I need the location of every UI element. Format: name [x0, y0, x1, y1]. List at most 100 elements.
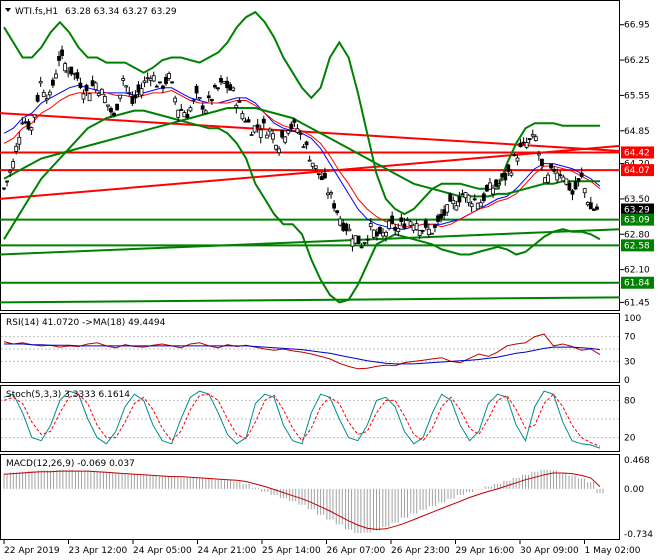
candle-body — [246, 119, 251, 123]
candle-body — [212, 85, 217, 88]
candle-body — [286, 130, 291, 134]
candle-body — [133, 94, 138, 99]
candle-body — [14, 145, 19, 152]
candle-body — [387, 220, 392, 229]
candle-body — [63, 63, 68, 72]
candle-body — [567, 182, 572, 191]
candle-body — [329, 192, 333, 195]
main-plot-layer — [0, 10, 621, 304]
price-label-text: 63.29 — [624, 206, 650, 216]
candle-body — [219, 77, 223, 83]
candle-body — [454, 205, 459, 211]
candle-body — [549, 163, 553, 169]
rsi-tick-label: 70 — [624, 333, 636, 343]
candle-body — [112, 112, 116, 116]
y-tick-label: 61.45 — [624, 298, 650, 308]
candle-body — [497, 183, 502, 186]
candle-body — [289, 123, 294, 130]
trend-line[interactable] — [0, 144, 621, 200]
candle-body — [142, 80, 147, 83]
candle-body — [136, 84, 141, 93]
candle-body — [206, 95, 211, 99]
candle-body — [515, 157, 520, 162]
candle-body — [374, 231, 379, 237]
candle-body — [170, 81, 175, 84]
candle-body — [167, 73, 171, 79]
dropdown-arrow-icon[interactable] — [5, 8, 11, 12]
candle-body — [145, 77, 150, 80]
candle-body — [591, 209, 596, 211]
candle-body — [399, 217, 404, 223]
candle-body — [491, 187, 495, 195]
candle-body — [460, 193, 465, 196]
candle-body — [41, 92, 46, 98]
candle-body — [521, 141, 526, 144]
indicator-line — [3, 109, 601, 304]
candle-body — [106, 104, 110, 107]
price-label-text: 64.42 — [624, 148, 650, 158]
candle-body — [280, 130, 285, 138]
candle-body — [543, 177, 547, 184]
candle-body — [457, 196, 462, 203]
stoch-d-line — [3, 393, 601, 447]
candle-body — [154, 85, 159, 88]
candle-body — [292, 119, 297, 123]
candle-body — [408, 221, 413, 226]
candle-body — [139, 88, 144, 96]
candle-body — [518, 142, 523, 148]
candle-body — [99, 88, 104, 96]
candle-body — [561, 176, 566, 182]
main-chart-title: WTI.fs,H1 — [15, 7, 58, 17]
x-tick-label: 24 Apr 05:00 — [133, 546, 192, 556]
price-label-text: 64.07 — [624, 166, 650, 176]
candle-body — [582, 188, 587, 194]
candle-body — [271, 133, 275, 140]
candle-body — [381, 232, 385, 237]
candle-body — [185, 113, 190, 119]
macd-panel-frame — [0, 454, 620, 540]
x-tick-label: 29 Apr 16:00 — [456, 546, 515, 556]
rsi-tick-label: 30 — [624, 357, 636, 367]
candle-body — [390, 215, 395, 224]
candle-body — [231, 87, 236, 91]
candle-body — [57, 56, 61, 61]
candle-body — [573, 181, 578, 190]
candle-body — [8, 170, 13, 173]
trend-line[interactable] — [0, 228, 621, 256]
x-tick-label: 23 Apr 12:00 — [69, 546, 128, 556]
x-tick-label: 26 Apr 07:00 — [327, 546, 386, 556]
candle-body — [313, 165, 318, 169]
candle-body — [478, 202, 483, 207]
candle-body — [485, 184, 489, 192]
candle-body — [11, 161, 16, 169]
candle-body — [176, 109, 181, 118]
candle-body — [466, 194, 471, 204]
candle-body — [161, 85, 165, 89]
y-tick-label: 62.10 — [624, 266, 650, 276]
y-tick-label: 62.80 — [624, 230, 650, 240]
candle-body — [359, 246, 364, 249]
candle-body — [442, 209, 447, 216]
candle-body — [274, 144, 278, 150]
candle-body — [558, 174, 563, 177]
candle-body — [475, 202, 480, 210]
candle-body — [448, 193, 453, 202]
candle-body — [264, 134, 269, 139]
candle-body — [481, 193, 486, 202]
y-tick-label: 66.95 — [624, 21, 650, 31]
candle-body — [512, 154, 517, 157]
trend-line[interactable] — [0, 296, 621, 304]
candle-body — [555, 172, 560, 181]
candle-body — [102, 95, 107, 104]
candle-body — [164, 76, 168, 84]
candle-body — [96, 92, 101, 96]
candle-body — [32, 114, 37, 118]
price-label-text: 62.58 — [624, 241, 650, 251]
candle-body — [23, 121, 28, 124]
axes-layer: 66.9566.2565.5564.8564.2063.5062.8062.10… — [3, 21, 654, 556]
candle-body — [576, 178, 581, 182]
price-label-box — [621, 146, 654, 159]
candle-body — [197, 97, 202, 100]
macd-tick-label: 0.468 — [624, 456, 650, 466]
